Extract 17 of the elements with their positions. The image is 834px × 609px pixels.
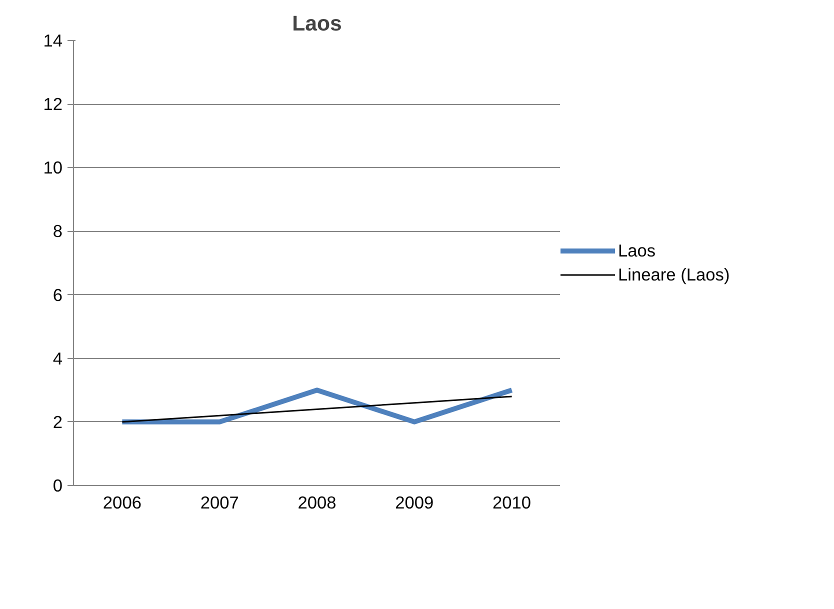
x-tick-label: 2010 [492,492,532,512]
y-tick-label: 2 [52,412,63,432]
y-tick-label: 0 [52,476,63,496]
y-tick-label: 10 [43,158,63,178]
x-tick-label: 2006 [102,492,142,512]
y-tick-label: 14 [43,30,63,50]
x-tick-label: 2008 [298,492,336,512]
x-tick-label: 2009 [395,492,434,512]
y-tick-label: 4 [52,348,63,368]
legend-label: Lineare (Laos) [618,264,730,285]
y-tick-label: 8 [52,221,63,242]
y-tick-label: 12 [43,94,63,114]
line-series [121,396,513,423]
legend-label: Laos [618,240,656,261]
y-tick-label: 6 [52,284,63,305]
chart-title: Laos [292,12,342,36]
x-tick-label: 2007 [200,492,239,512]
